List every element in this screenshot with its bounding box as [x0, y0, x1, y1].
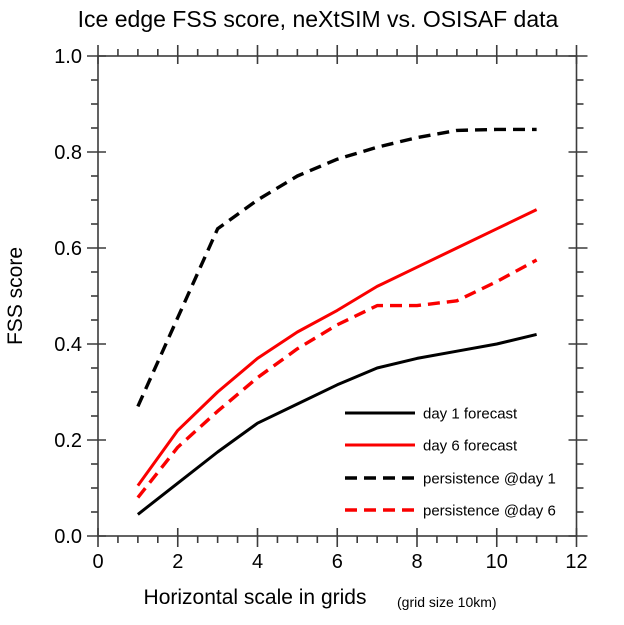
series-line-1 [136, 208, 538, 487]
y-tick-label: 0.6 [54, 238, 82, 260]
series-line-0 [136, 332, 537, 516]
x-axis-label-note: (grid size 10km) [397, 594, 497, 610]
series-line-2 [136, 127, 537, 408]
chart-title: Ice edge FSS score, neXtSIM vs. OSISAF d… [78, 6, 559, 32]
x-tick-label: 8 [411, 551, 422, 573]
x-tick-label: 6 [332, 551, 343, 573]
legend: day 1 forecast day 6 forecast persistenc… [345, 406, 556, 520]
series-line-3 [136, 258, 538, 499]
y-tick-label: 0.2 [54, 430, 82, 452]
x-tick-label: 4 [252, 551, 263, 573]
y-tick-label: 0.4 [54, 334, 82, 356]
plot-area: 0 2 4 6 8 10 12 0.0 0.2 0.4 0.6 0.8 1.0 [54, 45, 588, 573]
y-tick-label: 0.8 [54, 142, 82, 164]
legend-line-samples [345, 411, 415, 512]
y-tick-label: 1.0 [54, 46, 82, 68]
x-tick-label: 10 [486, 551, 508, 573]
legend-label-persistence-day6: persistence @day 6 [423, 503, 556, 520]
legend-label-day6-forecast: day 6 forecast [423, 438, 518, 455]
legend-label-persistence-day1: persistence @day 1 [423, 471, 556, 488]
x-tick-label: 0 [92, 551, 103, 573]
x-tick-label: 12 [565, 551, 587, 573]
x-axis-label: Horizontal scale in grids [144, 586, 367, 609]
x-tick-label: 2 [172, 551, 183, 573]
y-tick-label: 0.0 [54, 526, 82, 548]
y-axis-label: FSS score [4, 247, 27, 345]
legend-label-day1-forecast: day 1 forecast [423, 406, 518, 423]
